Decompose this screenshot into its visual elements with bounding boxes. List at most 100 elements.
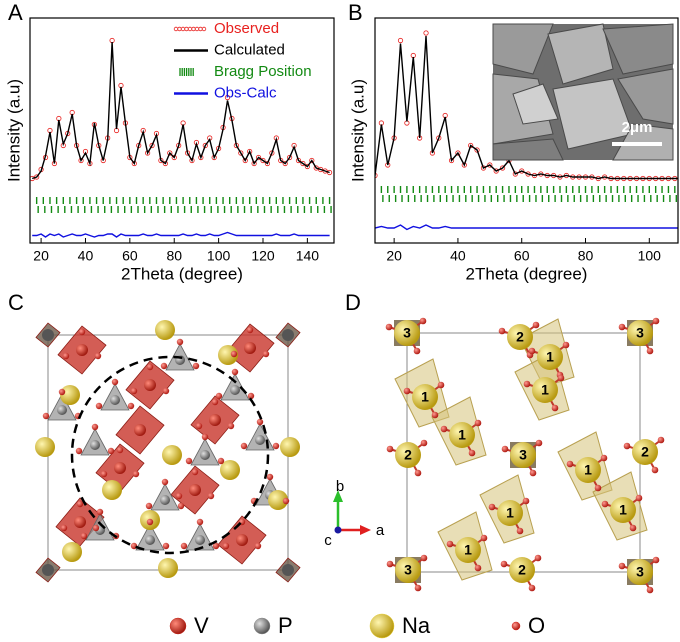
x-tick-label: 60 — [514, 248, 530, 264]
legend-atom — [169, 617, 187, 635]
o-atom — [211, 398, 219, 406]
v-atom — [42, 329, 54, 341]
x-tick-label: 40 — [450, 248, 466, 264]
x-tick-label: 80 — [166, 248, 182, 264]
o-atom — [440, 425, 448, 433]
axis-label: c — [324, 532, 332, 549]
o-atom — [247, 392, 255, 400]
legend-symbol — [177, 26, 182, 32]
axis-c — [334, 526, 342, 534]
observed-point — [423, 30, 429, 36]
o-atom — [652, 556, 660, 564]
crystal-grain — [512, 83, 559, 125]
observed-point — [255, 154, 262, 161]
x-tick-label: 20 — [386, 248, 402, 264]
observed-point — [480, 165, 487, 171]
v-atom — [76, 344, 88, 356]
o-atom — [528, 584, 536, 592]
series-line — [32, 231, 330, 238]
o-atom — [266, 473, 274, 481]
o-atom — [127, 402, 135, 410]
o-atom — [516, 527, 524, 535]
o-atom — [227, 422, 235, 430]
observed-point — [493, 168, 499, 174]
v-atom — [282, 564, 294, 576]
o-atom — [386, 445, 394, 453]
observed-point — [269, 150, 275, 156]
v-atom — [282, 329, 294, 341]
plot: 2μm 20 40 60 80 100 2Theta (degree) Intensity (… — [348, 0, 679, 283]
site-label: 1 — [619, 502, 627, 518]
legend-atom — [511, 621, 521, 631]
na-atom — [610, 497, 636, 523]
o-atom — [201, 433, 209, 441]
legend-symbol — [194, 26, 200, 32]
o-atom — [185, 457, 193, 465]
observed-point — [322, 168, 328, 174]
o-atom — [240, 442, 248, 450]
na-atom — [497, 500, 523, 526]
na-atom — [268, 490, 288, 510]
y-axis-label: Intensity (a.u) — [4, 79, 23, 182]
o-atom — [254, 542, 262, 550]
x-tick-label: 20 — [33, 248, 49, 264]
o-atom — [522, 497, 530, 505]
o-atom — [91, 423, 99, 431]
v-atom — [209, 414, 221, 426]
x-tick-label: 80 — [578, 248, 594, 264]
o-atom — [146, 518, 154, 526]
observed-point — [318, 166, 324, 173]
p-atom — [230, 385, 240, 395]
v-atom — [236, 534, 248, 546]
o-atom — [196, 518, 204, 526]
o-atom — [132, 470, 140, 478]
o-atom — [500, 560, 508, 568]
observed-point — [224, 94, 231, 101]
legend-symbol — [173, 26, 179, 32]
x-tick-label: 60 — [122, 248, 138, 264]
observed-point — [167, 150, 173, 156]
na-atom — [575, 457, 601, 483]
observed-point — [313, 165, 319, 171]
o-atom — [95, 402, 103, 410]
plot-frame — [374, 17, 679, 244]
observed-point — [375, 172, 378, 179]
o-atom — [474, 564, 482, 572]
o-atom — [480, 534, 488, 542]
scale-label: 2μm — [622, 119, 653, 136]
legend-label: Calculated — [214, 41, 285, 58]
site-label: 2 — [641, 444, 649, 460]
na-atom — [632, 439, 658, 465]
na-atom — [455, 537, 481, 563]
o-atom — [96, 508, 104, 516]
na-atom — [509, 557, 535, 583]
crystal-grain — [547, 23, 614, 85]
o-atom — [437, 381, 445, 389]
o-atom — [420, 554, 428, 562]
o-atom — [162, 387, 170, 395]
o-atom — [651, 466, 659, 474]
observed-point — [238, 150, 244, 156]
site-label: 1 — [541, 382, 549, 398]
o-atom — [635, 494, 643, 502]
site-label: 1 — [421, 389, 429, 405]
o-atom — [535, 439, 543, 447]
o-atom — [600, 454, 608, 462]
na-atom — [220, 460, 240, 480]
x-axis-label: 2Theta (degree) — [121, 264, 243, 283]
p-atom — [110, 395, 120, 405]
p-atom — [57, 405, 67, 415]
series-line — [375, 224, 678, 231]
legend-label: Na — [402, 613, 431, 638]
o-atom — [446, 540, 454, 548]
site-label: 3 — [403, 325, 411, 341]
o-atom — [657, 436, 665, 444]
p-atom — [90, 440, 100, 450]
o-atom — [217, 457, 225, 465]
series-line — [31, 41, 330, 180]
v-atom — [42, 564, 54, 576]
p-atom — [255, 435, 265, 445]
na-atom — [62, 542, 82, 562]
o-atom — [594, 484, 602, 492]
o-atom — [75, 447, 83, 455]
